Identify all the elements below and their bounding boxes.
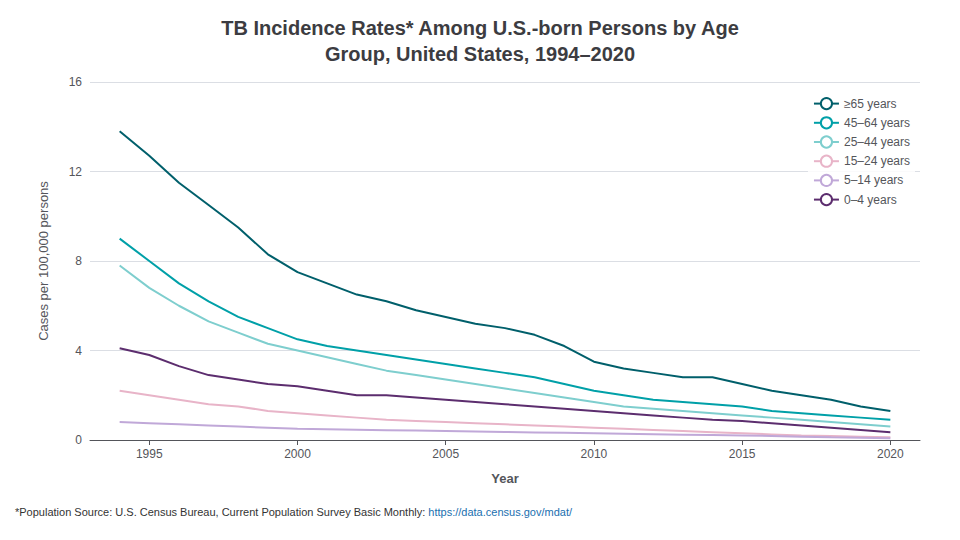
- svg-text:https://data.census.gov/mdat/: https://data.census.gov/mdat/: [428, 506, 573, 518]
- svg-text:16: 16: [69, 75, 83, 89]
- svg-text:*Population Source: U.S. Censu: *Population Source: U.S. Census Bureau, …: [15, 506, 425, 518]
- svg-text:2010: 2010: [581, 447, 608, 461]
- svg-text:8: 8: [75, 254, 82, 268]
- svg-text:25–44 years: 25–44 years: [844, 135, 910, 149]
- svg-text:45–64 years: 45–64 years: [844, 116, 910, 130]
- svg-text:12: 12: [69, 165, 83, 179]
- svg-text:1995: 1995: [136, 447, 163, 461]
- svg-text:≥65 years: ≥65 years: [844, 97, 897, 111]
- svg-text:2000: 2000: [284, 447, 311, 461]
- svg-text:2015: 2015: [729, 447, 756, 461]
- svg-text:Year: Year: [491, 471, 518, 486]
- svg-text:5–14 years: 5–14 years: [844, 173, 903, 187]
- svg-text:0–4 years: 0–4 years: [844, 193, 897, 207]
- svg-text:TB Incidence Rates* Among U.S.: TB Incidence Rates* Among U.S.-born Pers…: [221, 17, 739, 39]
- svg-text:Group, United States, 1994–202: Group, United States, 1994–2020: [325, 43, 635, 65]
- svg-text:Cases per 100,000 persons: Cases per 100,000 persons: [36, 181, 51, 341]
- svg-text:2020: 2020: [877, 447, 904, 461]
- svg-text:0: 0: [75, 433, 82, 447]
- svg-text:2005: 2005: [432, 447, 459, 461]
- svg-text:15–24 years: 15–24 years: [844, 154, 910, 168]
- svg-text:4: 4: [75, 344, 82, 358]
